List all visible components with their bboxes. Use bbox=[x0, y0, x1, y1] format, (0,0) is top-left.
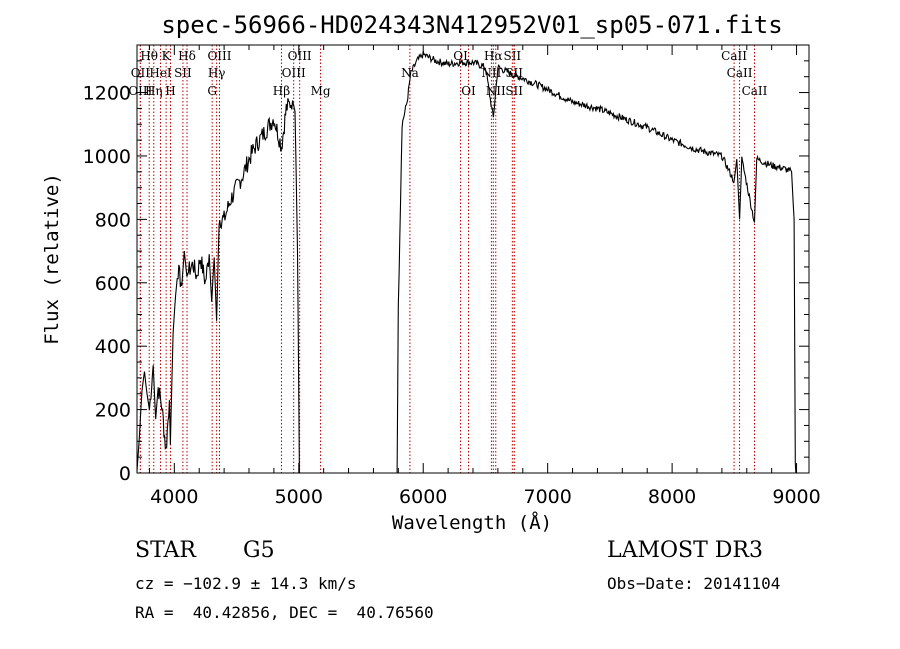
line-label-3: K bbox=[162, 49, 172, 63]
x-tick-label-5: 9000 bbox=[772, 486, 820, 508]
line-label-0: Hθ bbox=[140, 49, 158, 63]
spectrum-line bbox=[136, 51, 797, 474]
y-tick-label-3: 600 bbox=[95, 273, 131, 295]
line-label-12: Hβ bbox=[273, 84, 290, 98]
line-label-8: Hδ bbox=[178, 49, 196, 63]
line-label-26: CaII bbox=[727, 66, 753, 80]
y-tick-label-6: 1200 bbox=[83, 83, 131, 105]
survey-name: LAMOST DR3 bbox=[607, 538, 763, 563]
spectral-subclass: G5 bbox=[243, 538, 275, 563]
line-label-5: Hη bbox=[145, 84, 163, 98]
line-label-10: Hγ bbox=[208, 66, 226, 80]
line-label-27: CaII bbox=[742, 84, 768, 98]
line-label-6: H bbox=[165, 84, 175, 98]
line-label-16: Na bbox=[401, 66, 419, 80]
y-tick-label-5: 1000 bbox=[83, 146, 131, 168]
line-label-23: SII bbox=[505, 66, 523, 80]
line-label-24: SII bbox=[505, 84, 523, 98]
line-label-2: OIII bbox=[128, 84, 152, 98]
y-tick-label-4: 800 bbox=[95, 209, 131, 231]
x-tick-label-2: 6000 bbox=[399, 486, 447, 508]
chart-title: spec-56966-HD024343N412952V01_sp05-071.f… bbox=[161, 11, 782, 39]
y-tick-label-1: 200 bbox=[95, 400, 131, 422]
object-class: STAR bbox=[135, 538, 196, 563]
coordinates: RA = 40.42856, DEC = 40.76560 bbox=[135, 603, 434, 622]
line-label-9: OIII bbox=[207, 49, 231, 63]
x-tick-label-4: 8000 bbox=[648, 486, 696, 508]
line-label-19: Hα bbox=[484, 49, 503, 63]
line-label-15: Mg bbox=[311, 84, 331, 98]
line-label-1: OII bbox=[131, 66, 151, 80]
line-label-21: NII bbox=[486, 84, 506, 98]
line-label-22: SII bbox=[503, 49, 521, 63]
line-label-20: NII bbox=[481, 66, 501, 80]
line-label-14: OIII bbox=[288, 49, 312, 63]
line-label-25: CaII bbox=[721, 49, 747, 63]
y-axis-label: Flux (relative) bbox=[41, 173, 63, 345]
line-label-17: OI bbox=[453, 49, 468, 63]
line-label-11: G bbox=[207, 84, 217, 98]
y-tick-label-2: 400 bbox=[95, 336, 131, 358]
x-tick-label-3: 7000 bbox=[523, 486, 571, 508]
line-label-13: OIII bbox=[282, 66, 306, 80]
observation-date: Obs−Date: 20141104 bbox=[607, 574, 781, 593]
plot-frame bbox=[136, 44, 810, 474]
x-axis-label: Wavelength (Å) bbox=[392, 511, 552, 534]
line-label-18: OI bbox=[461, 84, 476, 98]
x-tick-label-0: 4000 bbox=[150, 486, 198, 508]
x-tick-label-1: 5000 bbox=[275, 486, 323, 508]
line-label-4: HeI bbox=[149, 66, 172, 80]
line-label-7: SII bbox=[174, 66, 192, 80]
redshift-cz: cz = −102.9 ± 14.3 km/s bbox=[135, 574, 357, 593]
y-tick-label-0: 0 bbox=[119, 463, 131, 485]
